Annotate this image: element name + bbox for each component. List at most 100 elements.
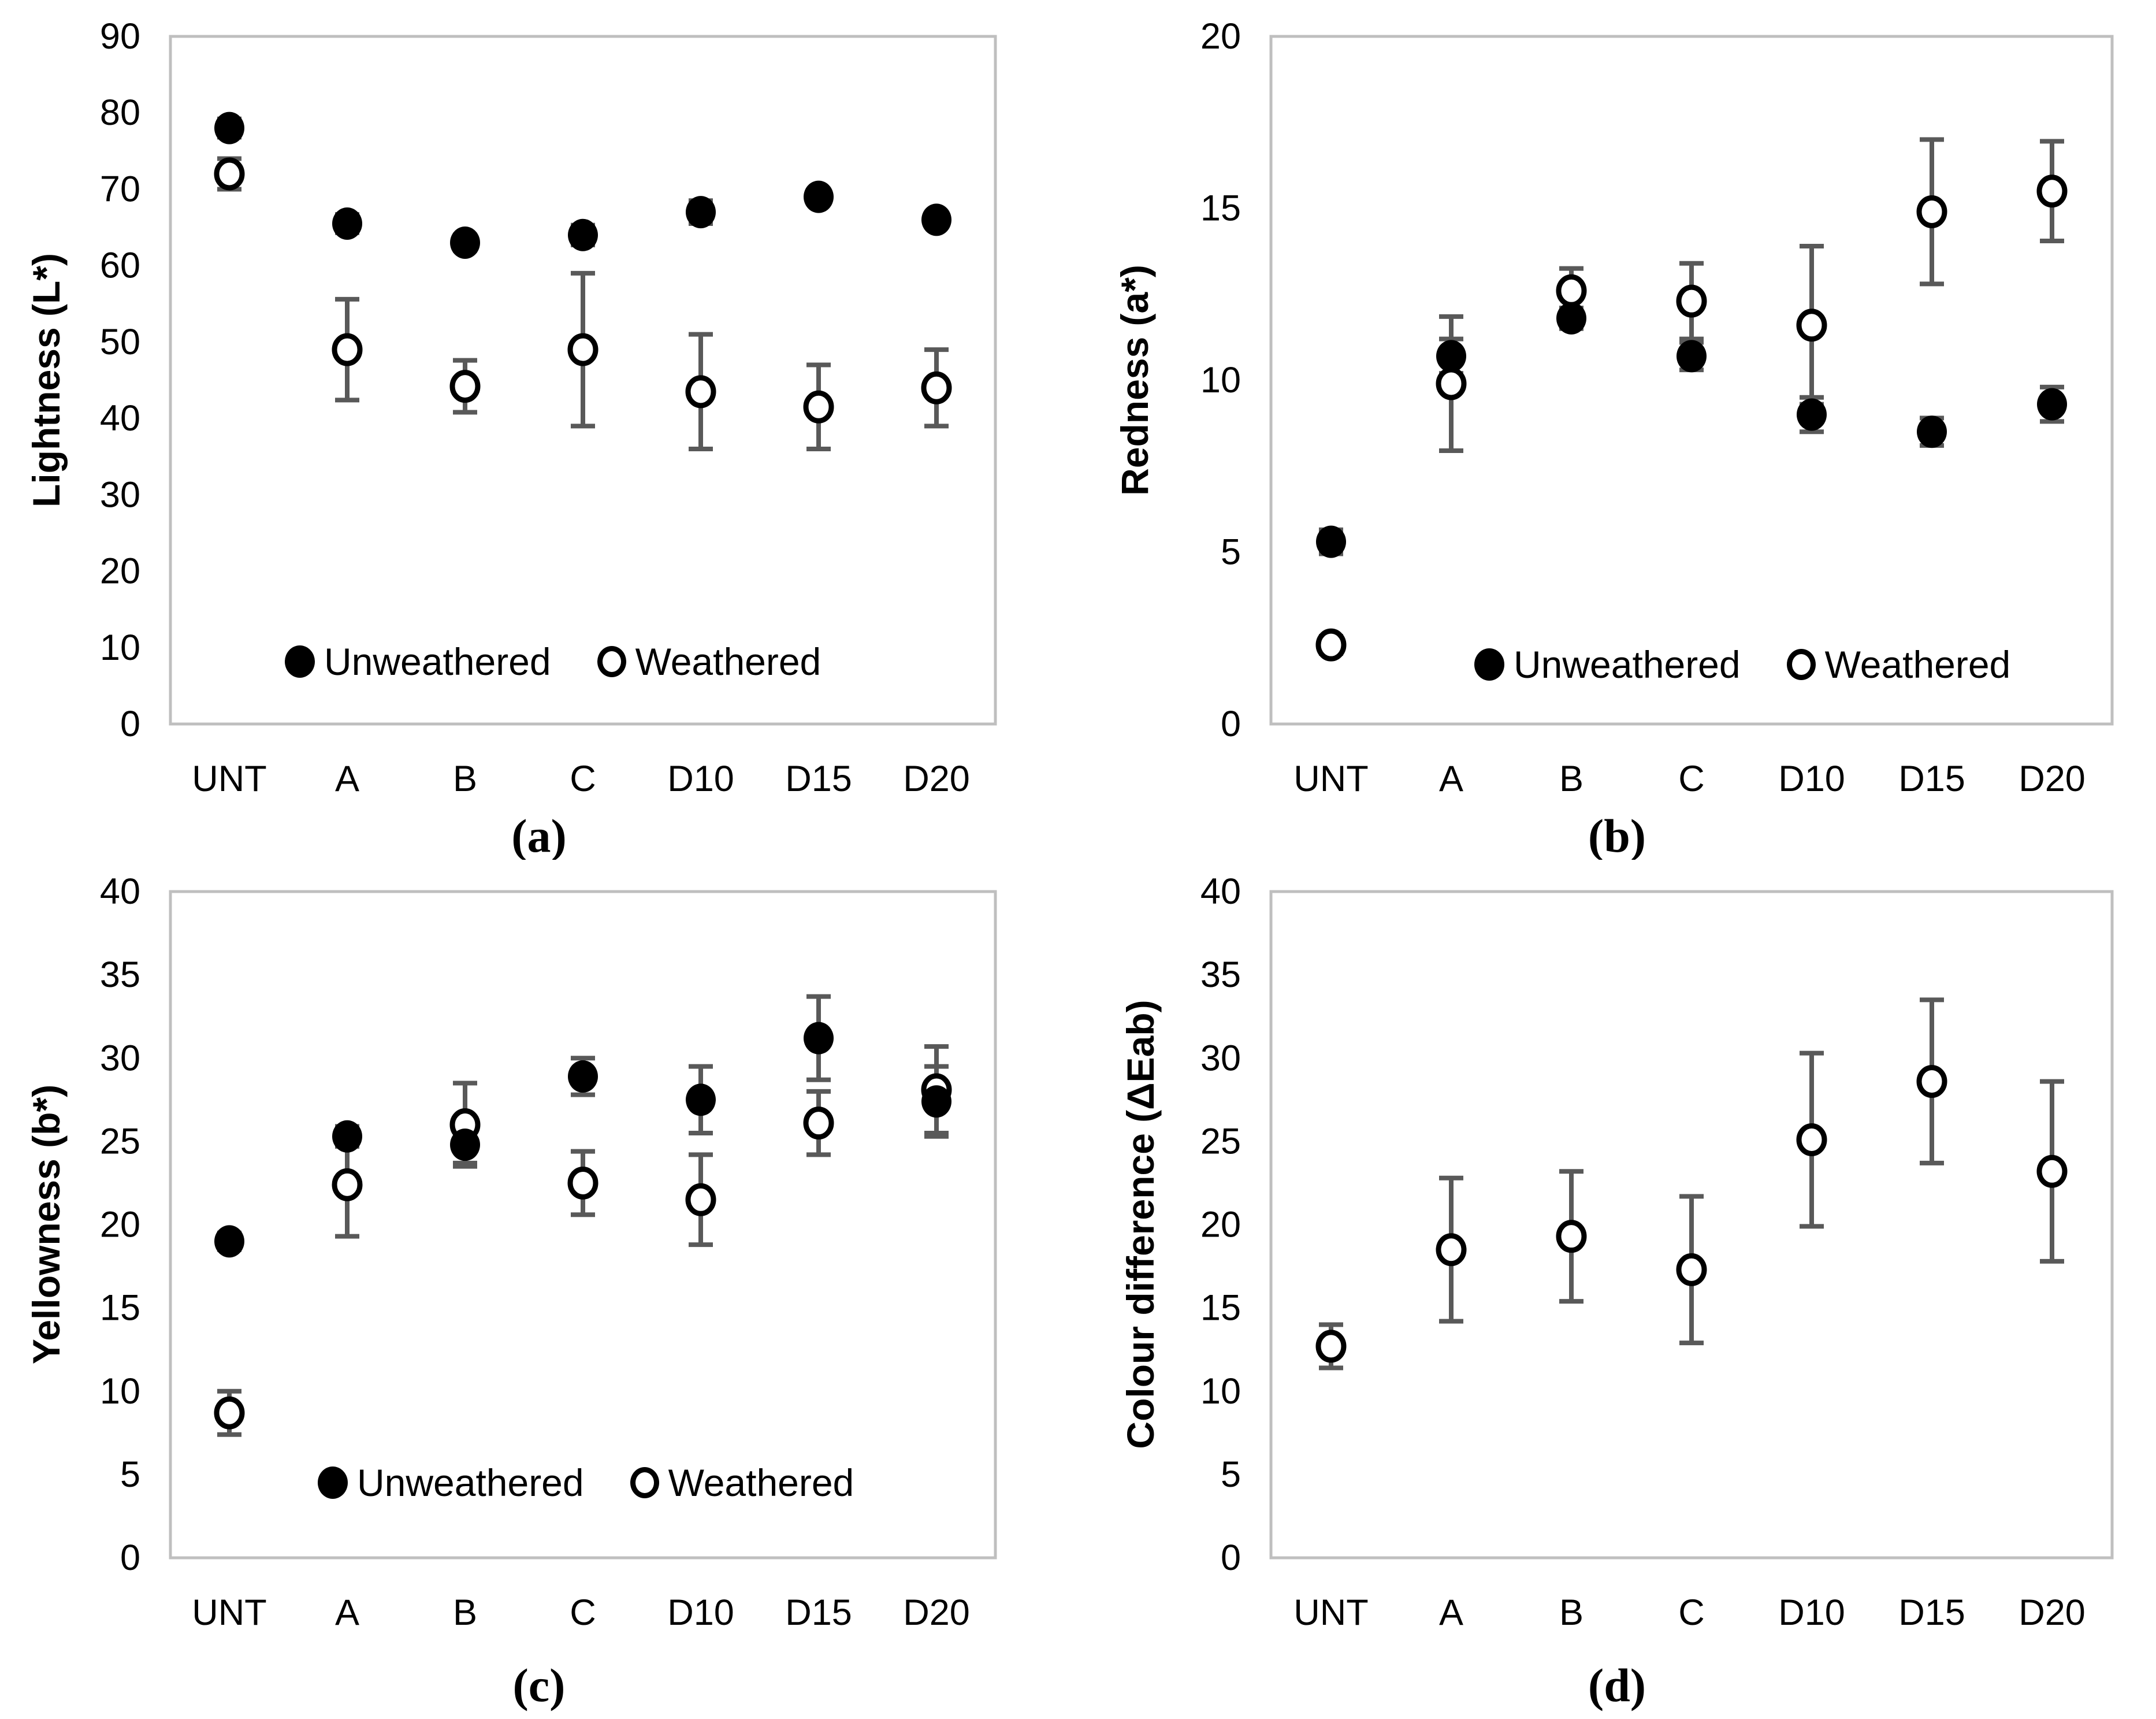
legend-b: Unweathered Weathered <box>1474 644 2010 685</box>
chart-c-canvas: 0 5 10 15 20 25 30 35 40 UNT A B C D10 D15 D20 <box>100 871 997 1633</box>
filled-circle-marker-icon <box>285 645 315 678</box>
x-category-label: UNT <box>192 1592 266 1633</box>
y-tick-label: 15 <box>1200 188 1241 229</box>
data-point-weathered <box>214 1396 245 1430</box>
data-point-unweathered <box>1677 340 1707 373</box>
y-tick-label: 20 <box>1200 1204 1241 1245</box>
x-category-label: D10 <box>1778 759 1845 799</box>
data-point-weathered <box>567 333 599 366</box>
x-category-label: D10 <box>667 1592 734 1633</box>
data-point-weathered <box>1676 1253 1707 1286</box>
x-category-label: B <box>453 759 477 799</box>
y-axis-title-c: Yellowness (b*) <box>25 1084 68 1364</box>
legend-item-unweathered: Unweathered <box>285 643 551 681</box>
x-category-label: D10 <box>667 759 734 799</box>
legend-item-unweathered: Unweathered <box>1474 645 1741 684</box>
legend-item-weathered: Weathered <box>597 643 821 681</box>
legend-label-weathered: Weathered <box>1824 643 2011 686</box>
x-category-label: A <box>335 759 359 799</box>
y-tick-label: 30 <box>100 474 140 515</box>
x-category-label: D20 <box>903 1592 970 1633</box>
data-point-weathered <box>332 333 363 366</box>
data-point-unweathered <box>214 1224 244 1257</box>
panel-b: 0 5 10 15 20 UNT A B C D10 D15 D20 Redness (a*) Unw… <box>1078 0 2156 860</box>
y-tick-label: 10 <box>100 628 140 668</box>
y-tick-label: 5 <box>1221 1454 1241 1494</box>
x-category-label: A <box>1439 1592 1463 1633</box>
y-tick-label: 20 <box>1200 16 1241 57</box>
data-point-unweathered <box>2037 388 2067 421</box>
y-tick-label: 35 <box>1200 955 1241 995</box>
y-axis-title-b: Redness (a*) <box>1113 265 1156 496</box>
chart-d-canvas: 0 5 10 15 20 25 30 35 40 UNT A B C D10 D15 D20 <box>1200 871 2114 1633</box>
x-category-label: B <box>1559 759 1583 799</box>
data-point-weathered <box>1315 1329 1347 1362</box>
data-point-weathered <box>449 370 481 403</box>
data-point-unweathered <box>450 1128 480 1161</box>
x-category-label: D15 <box>1898 759 1965 799</box>
y-tick-label: 80 <box>100 92 140 133</box>
x-category-label: D20 <box>2019 759 2086 799</box>
y-tick-label: 40 <box>100 398 140 439</box>
data-point-weathered <box>1676 284 1707 318</box>
y-axis-title-d: Colour difference (ΔEab) <box>1119 999 1162 1449</box>
data-point-weathered <box>803 1106 834 1139</box>
filled-circle-marker-icon <box>318 1466 348 1499</box>
y-tick-label: 0 <box>1221 1538 1241 1578</box>
data-point-weathered <box>1796 309 1827 342</box>
data-point-weathered <box>1796 1123 1827 1156</box>
legend-label-unweathered: Unweathered <box>357 1461 584 1504</box>
legend-label-unweathered: Unweathered <box>324 640 551 683</box>
x-category-label: C <box>570 759 596 799</box>
data-point-unweathered <box>568 218 598 251</box>
x-category-label: C <box>570 1592 596 1633</box>
legend-item-unweathered: Unweathered <box>318 1464 584 1502</box>
legend-item-weathered: Weathered <box>630 1464 854 1502</box>
data-point-unweathered <box>568 1060 598 1093</box>
y-tick-label: 10 <box>1200 1371 1241 1411</box>
y-tick-label: 15 <box>100 1287 140 1328</box>
y-tick-label: 20 <box>100 1204 140 1245</box>
open-circle-marker-icon <box>597 646 626 677</box>
x-category-label: UNT <box>1293 759 1368 799</box>
x-category-label: D15 <box>1898 1592 1965 1633</box>
data-point-unweathered <box>804 180 834 213</box>
data-point-unweathered <box>450 227 480 259</box>
data-point-weathered <box>921 371 952 404</box>
caption-c: (c) <box>512 1658 566 1711</box>
data-point-unweathered <box>1556 302 1586 335</box>
open-circle-marker-icon <box>1786 649 1816 680</box>
caption-d: (d) <box>1588 1658 1646 1711</box>
data-point-weathered <box>332 1168 363 1201</box>
data-point-weathered <box>685 1183 716 1216</box>
y-tick-label: 10 <box>1200 360 1241 400</box>
open-circle-marker-icon <box>630 1466 659 1498</box>
y-tick-label: 0 <box>120 704 140 744</box>
x-category-label: D15 <box>785 759 852 799</box>
legend-label-unweathered: Unweathered <box>1514 643 1741 686</box>
y-tick-label: 50 <box>100 322 140 362</box>
plot-frame <box>169 890 997 1559</box>
data-point-weathered <box>1916 1064 1947 1098</box>
y-tick-label: 30 <box>100 1038 140 1078</box>
x-category-label: C <box>1678 759 1705 799</box>
filled-circle-marker-icon <box>1474 648 1504 681</box>
data-point-unweathered <box>1797 398 1827 431</box>
data-point-weathered <box>1556 274 1587 307</box>
chart-b-canvas: 0 5 10 15 20 UNT A B C D10 D15 D20 <box>1200 16 2114 799</box>
x-category-label: A <box>1439 759 1463 799</box>
legend-label-weathered: Weathered <box>668 1461 854 1504</box>
y-tick-label: 40 <box>1200 871 1241 912</box>
panel-a: 0 10 20 30 40 50 60 70 80 90 UNT A B C D10 D15 D20 Light… <box>0 0 1078 860</box>
legend-label-weathered: Weathered <box>635 640 821 683</box>
x-category-label: B <box>453 1592 477 1633</box>
data-point-weathered <box>2036 175 2068 208</box>
caption-b: (b) <box>1588 810 1646 860</box>
data-point-weathered <box>1916 195 1947 228</box>
y-tick-label: 35 <box>100 955 140 995</box>
y-tick-label: 20 <box>100 551 140 592</box>
y-tick-label: 90 <box>100 16 140 57</box>
y-tick-label: 0 <box>120 1538 140 1578</box>
x-category-label: UNT <box>1293 1592 1368 1633</box>
